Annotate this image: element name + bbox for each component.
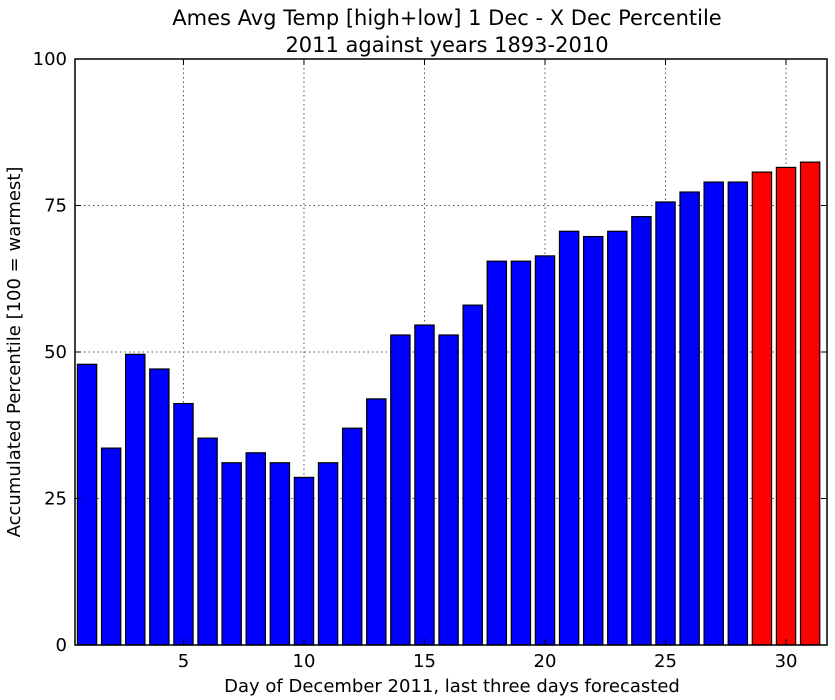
y-tick-label: 75 bbox=[44, 196, 67, 217]
bar-day-23 bbox=[607, 230, 628, 646]
y-axis-label: Accumulated Percentile [100 = warmest] bbox=[4, 167, 25, 538]
bar-day-10 bbox=[293, 476, 315, 646]
chart-title: Ames Avg Temp [high+low] 1 Dec - X Dec P… bbox=[172, 6, 721, 30]
bar-day-31 bbox=[799, 161, 821, 646]
y-tick-label: 50 bbox=[44, 342, 67, 363]
bar-day-20 bbox=[534, 255, 556, 646]
bar-day-25 bbox=[655, 201, 676, 646]
bar-day-1 bbox=[76, 363, 98, 646]
bar-day-6 bbox=[197, 437, 218, 646]
bar-day-28 bbox=[727, 181, 749, 646]
x-axis-ticks: 5 10 15 20 25 30 bbox=[178, 59, 798, 672]
bar-day-22 bbox=[582, 235, 604, 646]
x-tick-label: 20 bbox=[534, 651, 557, 672]
bar-day-26 bbox=[679, 191, 700, 646]
bar-day-9 bbox=[269, 462, 291, 646]
bar-day-30 bbox=[775, 166, 797, 646]
bar-day-17 bbox=[462, 304, 483, 646]
bar-day-13 bbox=[366, 398, 387, 646]
bar-day-15 bbox=[414, 324, 435, 646]
x-axis-label: Day of December 2011, last three days fo… bbox=[224, 676, 680, 697]
y-tick-label: 0 bbox=[56, 635, 67, 656]
chart-subtitle: 2011 against years 1893-2010 bbox=[285, 33, 608, 57]
bar-day-29 bbox=[751, 171, 773, 646]
x-tick-label: 15 bbox=[413, 651, 436, 672]
bar-day-16 bbox=[438, 334, 459, 646]
bar-day-14 bbox=[390, 334, 411, 646]
bar-day-11 bbox=[317, 462, 339, 646]
x-tick-label: 5 bbox=[178, 651, 189, 672]
bar-day-18 bbox=[486, 260, 508, 646]
bar-day-7 bbox=[221, 462, 242, 646]
bar-day-4 bbox=[149, 368, 170, 646]
bars bbox=[76, 161, 821, 646]
bar-day-3 bbox=[125, 353, 146, 646]
y-axis-ticks: 0 25 50 75 100 bbox=[33, 49, 827, 656]
x-tick-label: 30 bbox=[775, 651, 798, 672]
y-tick-label: 100 bbox=[33, 49, 67, 70]
y-tick-label: 25 bbox=[44, 489, 67, 510]
bar-day-5 bbox=[173, 402, 194, 646]
bar-day-21 bbox=[558, 230, 580, 646]
bar-day-8 bbox=[245, 452, 267, 646]
x-tick-label: 10 bbox=[293, 651, 316, 672]
bar-day-24 bbox=[631, 216, 652, 646]
bar-day-19 bbox=[510, 260, 532, 646]
x-tick-label: 25 bbox=[654, 651, 677, 672]
bar-day-2 bbox=[100, 447, 122, 646]
bar-day-12 bbox=[341, 427, 363, 646]
bar-day-27 bbox=[703, 181, 724, 646]
